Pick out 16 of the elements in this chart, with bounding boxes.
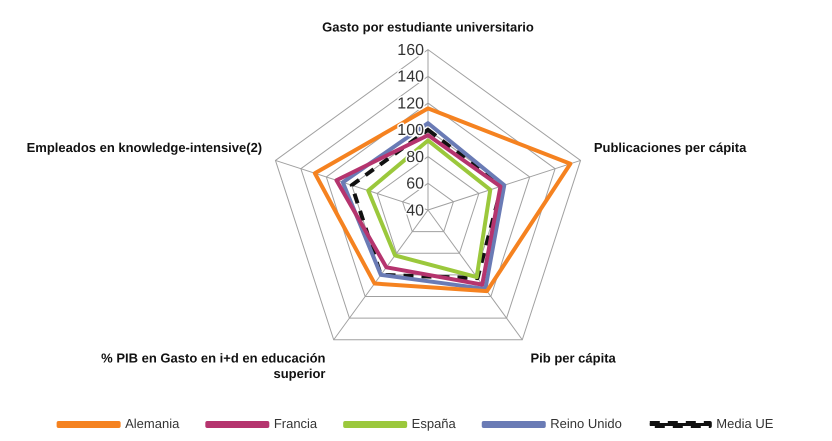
y-tick-label: 40 bbox=[406, 202, 424, 220]
spoke-label: Pib per cápita bbox=[530, 350, 617, 366]
legend-label: Media UE bbox=[716, 416, 774, 432]
legend-label: Reino Unido bbox=[550, 416, 622, 432]
y-tick-label: 140 bbox=[397, 68, 424, 86]
legend-label: España bbox=[412, 416, 457, 432]
y-tick-label: 120 bbox=[397, 95, 424, 112]
spoke-label: Publicaciones per cápita bbox=[594, 140, 748, 155]
y-tick-label: 160 bbox=[397, 42, 424, 60]
spoke-label: % PIB en Gasto en i+d en educación superior bbox=[101, 350, 326, 382]
y-tick-label: 80 bbox=[406, 148, 424, 166]
legend-label: Francia bbox=[274, 416, 318, 432]
spoke-label: Empleados en knowledge-intensive(2) bbox=[26, 140, 262, 155]
legend-label: Alemania bbox=[125, 416, 180, 432]
y-tick-label: 60 bbox=[406, 176, 424, 193]
spoke-label: Gasto por estudiante universitario bbox=[322, 19, 534, 34]
